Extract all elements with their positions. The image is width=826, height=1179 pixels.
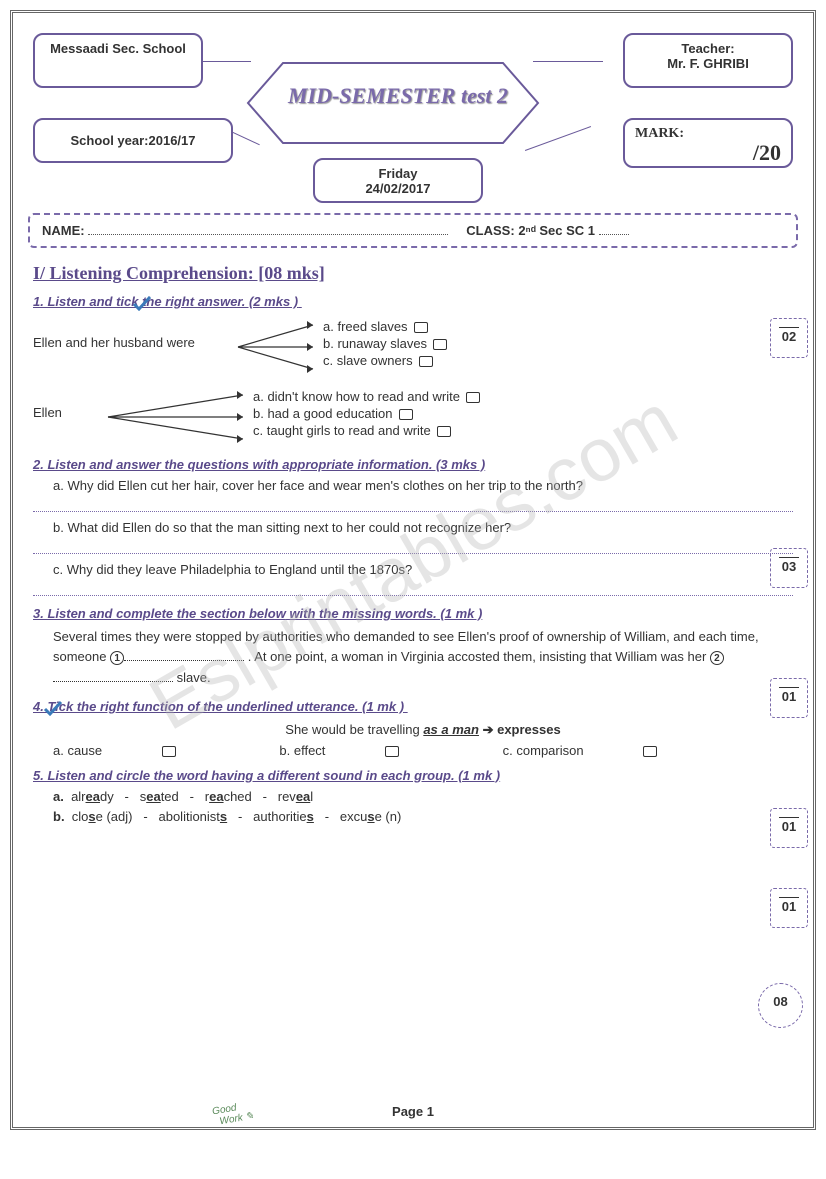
q1-opt2c: c. taught girls to read and write [253, 423, 431, 438]
q5-title: 5. Listen and circle the word having a d… [33, 768, 793, 783]
checkbox[interactable] [437, 426, 451, 437]
class-label: CLASS: [466, 223, 514, 238]
checkbox[interactable] [385, 746, 399, 757]
q5a-label: a. [53, 789, 64, 804]
name-blank[interactable] [88, 234, 448, 235]
q1-score-box: 02 [770, 318, 808, 358]
checkbox[interactable] [419, 356, 433, 367]
q5-row-b: b. close (adj) - abolitionists - authori… [33, 809, 793, 824]
q1-stem2: Ellen [33, 387, 103, 447]
q5-score-box: 01 [770, 888, 808, 928]
teacher-name: Mr. F. GHRIBI [667, 56, 749, 71]
q2-c: c. Why did they leave Philadelphia to En… [33, 562, 793, 577]
q4-options: a. cause b. effect c. comparison [33, 743, 793, 758]
tick-icon [43, 700, 63, 716]
q1-stem1: Ellen and her husband were [33, 317, 233, 377]
checkbox[interactable] [162, 746, 176, 757]
q3-text: Several times they were stopped by autho… [33, 627, 793, 689]
header: Messaadi Sec. School School year:2016/17… [23, 23, 803, 203]
blank-2-icon: 2 [710, 651, 724, 665]
q2-title: 2. Listen and answer the questions with … [33, 457, 793, 472]
year-box: School year:2016/17 [33, 118, 233, 163]
q3-t2: . At one point, a woman in Virginia acco… [248, 649, 710, 664]
q1-opt1c: c. slave owners [323, 353, 413, 368]
checkbox[interactable] [643, 746, 657, 757]
q5b-label: b. [53, 809, 65, 824]
answer-line[interactable] [33, 582, 793, 596]
arrow-icon [233, 317, 323, 377]
q2-b: b. What did Ellen do so that the man sit… [33, 520, 793, 535]
blank-2[interactable] [53, 681, 173, 682]
checkbox[interactable] [414, 322, 428, 333]
q4-opt-b: b. effect [279, 743, 325, 758]
total-score: 08 [773, 994, 787, 1009]
q4-score-box: 01 [770, 808, 808, 848]
checkbox[interactable] [466, 392, 480, 403]
arrow-icon [103, 387, 253, 447]
q1-opt1b: b. runaway slaves [323, 336, 427, 351]
q4-title-text: 4. Tick the right function of the underl… [33, 699, 404, 714]
q4-score: 01 [782, 819, 796, 834]
mark-total: /20 [753, 140, 781, 166]
q4-opt-c: c. comparison [503, 743, 584, 758]
q5-score: 01 [782, 899, 796, 914]
date-day: Friday [378, 166, 417, 181]
q1-title: 1. Listen and tick the right answer. (2 … [33, 294, 793, 311]
q2-score-box: 03 [770, 548, 808, 588]
q4-pre: She would be travelling [285, 722, 423, 737]
q4-opt-a: a. cause [53, 743, 102, 758]
teacher-label: Teacher: [681, 41, 734, 56]
class-value: 2ⁿᵈ Sec SC 1 [518, 223, 595, 238]
blank-1[interactable] [124, 660, 244, 661]
q2-score: 03 [782, 559, 796, 574]
q4-underlined: as a man [423, 722, 479, 737]
checkbox[interactable] [433, 339, 447, 350]
date-value: 24/02/2017 [365, 181, 430, 196]
answer-line[interactable] [33, 498, 793, 512]
total-score-circle: 08 [758, 983, 803, 1028]
checkbox[interactable] [399, 409, 413, 420]
q5-row-a: a. already - seated - reached - reveal [33, 789, 793, 804]
page-number: Page 1 [13, 1104, 813, 1119]
q2-a: a. Why did Ellen cut her hair, cover her… [33, 478, 793, 493]
tick-icon [132, 295, 152, 311]
name-label: NAME: [42, 223, 85, 238]
teacher-box: Teacher: Mr. F. GHRIBI [623, 33, 793, 88]
q3-score-box: 01 [770, 678, 808, 718]
q1-opt2a: a. didn't know how to read and write [253, 389, 460, 404]
date-box: Friday 24/02/2017 [313, 158, 483, 203]
q4-stem: She would be travelling as a man ➔ expre… [33, 722, 793, 738]
name-row: NAME: CLASS: 2ⁿᵈ Sec SC 1 [28, 213, 798, 248]
mark-box: MARK: /20 [623, 118, 793, 168]
q1-score: 02 [782, 329, 796, 344]
q3-t3: slave. [177, 670, 211, 685]
class-blank[interactable] [599, 234, 629, 235]
q4-post: ➔ expresses [483, 722, 561, 737]
q3-title: 3. Listen and complete the section below… [33, 606, 793, 621]
q4-title: 4. Tick the right function of the underl… [33, 699, 793, 716]
q3-score: 01 [782, 689, 796, 704]
school-box: Messaadi Sec. School [33, 33, 203, 88]
q1-opt2b: b. had a good education [253, 406, 393, 421]
q1-title-text: 1. Listen and tick the right answer. (2 … [33, 294, 298, 309]
exam-title: MID-SEMESTER test 2 [273, 83, 523, 109]
section-title: I/ Listening Comprehension: [08 mks] [33, 263, 793, 284]
q1-opt1a: a. freed slaves [323, 319, 408, 334]
blank-1-icon: 1 [110, 651, 124, 665]
answer-line[interactable] [33, 540, 793, 554]
